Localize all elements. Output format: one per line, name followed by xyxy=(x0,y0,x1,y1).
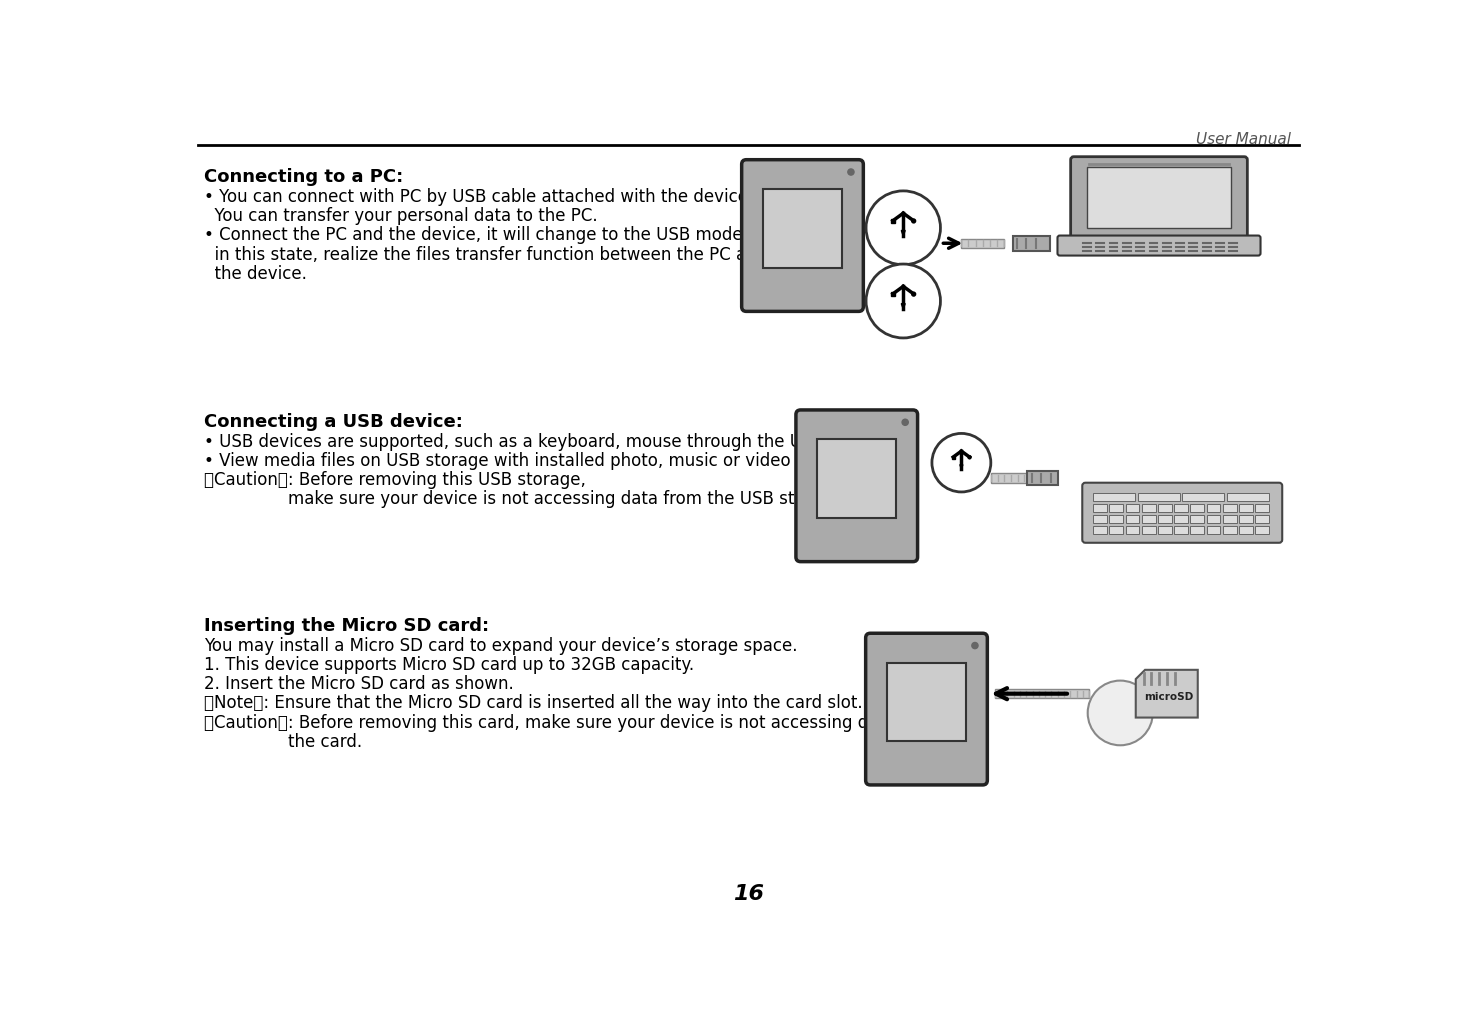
Bar xyxy=(1174,515,1188,523)
Text: You may install a Micro SD card to expand your device’s storage space.: You may install a Micro SD card to expan… xyxy=(204,637,797,655)
Bar xyxy=(1013,236,1050,251)
Bar xyxy=(1256,526,1269,534)
Bar xyxy=(1094,504,1107,512)
Text: • Connect the PC and the device, it will change to the USB mode,: • Connect the PC and the device, it will… xyxy=(204,227,748,244)
Text: microSD: microSD xyxy=(1143,692,1193,702)
FancyBboxPatch shape xyxy=(742,160,863,311)
Bar xyxy=(1137,494,1180,501)
Text: You can transfer your personal data to the PC.: You can transfer your personal data to t… xyxy=(204,207,597,225)
Circle shape xyxy=(968,456,971,459)
FancyBboxPatch shape xyxy=(866,633,987,785)
Bar xyxy=(961,239,1004,248)
Bar xyxy=(1028,471,1058,485)
Text: 1. This device supports Micro SD card up to 32GB capacity.: 1. This device supports Micro SD card up… xyxy=(204,656,695,674)
Bar xyxy=(994,689,1089,699)
Bar xyxy=(1110,504,1123,512)
Bar xyxy=(1142,504,1156,512)
Bar xyxy=(1240,526,1253,534)
Polygon shape xyxy=(959,465,964,469)
Circle shape xyxy=(911,219,915,223)
Bar xyxy=(888,663,967,741)
Polygon shape xyxy=(901,231,905,236)
Circle shape xyxy=(1088,680,1153,745)
Text: in this state, realize the files transfer function between the PC and: in this state, realize the files transfe… xyxy=(204,245,768,264)
Text: Connecting a USB device:: Connecting a USB device: xyxy=(204,412,463,431)
Polygon shape xyxy=(1136,670,1197,717)
Bar xyxy=(891,292,895,297)
Bar xyxy=(1256,515,1269,523)
Bar xyxy=(1206,515,1221,523)
Text: 「Note」: Ensure that the Micro SD card is inserted all the way into the card slot: 「Note」: Ensure that the Micro SD card is… xyxy=(204,695,863,712)
Bar xyxy=(1183,494,1225,501)
Bar xyxy=(1158,526,1172,534)
Text: 「Caution」: Before removing this card, make sure your device is not accessing dat: 「Caution」: Before removing this card, ma… xyxy=(204,714,921,732)
FancyBboxPatch shape xyxy=(1070,157,1247,244)
Text: 「Caution」: Before removing this USB storage,: 「Caution」: Before removing this USB stor… xyxy=(204,471,585,489)
Bar xyxy=(1094,515,1107,523)
Bar xyxy=(818,439,896,518)
Text: Inserting the Micro SD card:: Inserting the Micro SD card: xyxy=(204,617,489,635)
Circle shape xyxy=(931,433,991,491)
Polygon shape xyxy=(901,304,905,309)
Bar xyxy=(1174,526,1188,534)
Bar xyxy=(1110,526,1123,534)
FancyBboxPatch shape xyxy=(1057,236,1260,255)
Bar xyxy=(1240,504,1253,512)
Circle shape xyxy=(866,191,940,265)
Circle shape xyxy=(972,642,978,648)
Bar xyxy=(1223,504,1237,512)
Bar xyxy=(1088,166,1231,228)
Text: • View media files on USB storage with installed photo, music or video applicati: • View media files on USB storage with i… xyxy=(204,451,901,470)
Bar xyxy=(991,473,1031,482)
Bar xyxy=(1126,504,1139,512)
Text: Connecting to a PC:: Connecting to a PC: xyxy=(204,168,403,186)
Bar xyxy=(1142,526,1156,534)
Text: 16: 16 xyxy=(733,884,764,904)
Bar xyxy=(1223,526,1237,534)
Bar xyxy=(1240,515,1253,523)
Text: the device.: the device. xyxy=(204,265,307,283)
Bar xyxy=(1126,515,1139,523)
Text: the card.: the card. xyxy=(204,733,362,751)
FancyBboxPatch shape xyxy=(796,410,917,561)
Text: • USB devices are supported, such as a keyboard, mouse through the USB port.: • USB devices are supported, such as a k… xyxy=(204,433,869,450)
Bar xyxy=(1142,515,1156,523)
Circle shape xyxy=(866,264,940,338)
Bar xyxy=(764,189,842,268)
Text: • You can connect with PC by USB cable attached with the device.: • You can connect with PC by USB cable a… xyxy=(204,188,753,206)
Bar xyxy=(1190,526,1204,534)
Bar xyxy=(1190,515,1204,523)
Bar xyxy=(1226,494,1269,501)
Text: User Manual: User Manual xyxy=(1196,131,1291,147)
Bar xyxy=(1256,504,1269,512)
Circle shape xyxy=(911,292,915,297)
Bar xyxy=(1223,515,1237,523)
Bar xyxy=(1126,526,1139,534)
Bar xyxy=(1206,504,1221,512)
Bar xyxy=(1094,526,1107,534)
Circle shape xyxy=(902,420,908,426)
Bar xyxy=(952,456,955,459)
Circle shape xyxy=(848,169,854,175)
Bar xyxy=(1206,526,1221,534)
FancyBboxPatch shape xyxy=(1082,482,1282,543)
Bar xyxy=(1174,504,1188,512)
Text: make sure your device is not accessing data from the USB storage.: make sure your device is not accessing d… xyxy=(204,490,848,509)
Text: 2. Insert the Micro SD card as shown.: 2. Insert the Micro SD card as shown. xyxy=(204,675,514,694)
Bar xyxy=(1190,504,1204,512)
Bar xyxy=(1110,515,1123,523)
Bar xyxy=(1158,515,1172,523)
Bar xyxy=(891,219,895,223)
Bar xyxy=(1158,504,1172,512)
Bar xyxy=(1094,494,1136,501)
